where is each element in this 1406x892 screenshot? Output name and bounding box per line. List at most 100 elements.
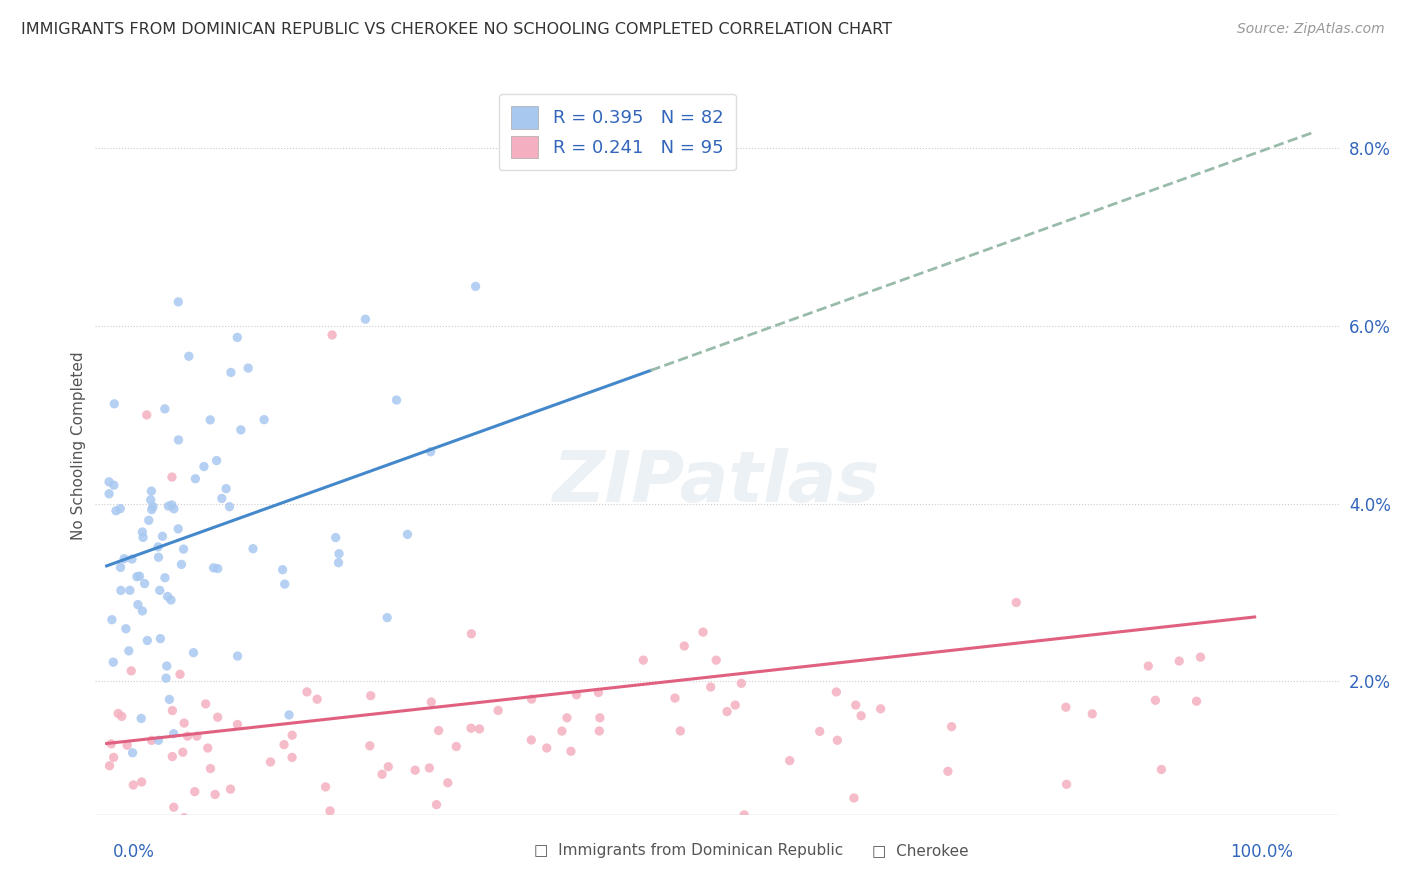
Point [419, 444, 441, 458]
Point [163, 501, 186, 516]
Text: □  Immigrants from Dominican Republic: □ Immigrants from Dominican Republic [534, 843, 844, 858]
Point [141, 484, 163, 499]
Point [156, 659, 179, 673]
Point [420, 695, 443, 709]
Point [197, 741, 219, 756]
Point [111, 709, 134, 723]
Point [183, 646, 205, 660]
Point [253, 412, 276, 426]
Point [115, 738, 138, 752]
Point [229, 423, 252, 437]
Point [271, 563, 294, 577]
Point [242, 541, 264, 556]
Point [588, 723, 610, 738]
Point [520, 733, 543, 747]
Point [160, 593, 183, 607]
Point [551, 724, 574, 739]
Point [673, 639, 696, 653]
Point [129, 711, 152, 725]
Point [359, 739, 381, 753]
Point [211, 491, 233, 506]
Point [98, 475, 121, 489]
Point [436, 776, 458, 790]
Point [132, 530, 155, 544]
Point [226, 330, 249, 344]
Point [101, 613, 124, 627]
Point [131, 604, 153, 618]
Text: 100.0%: 100.0% [1230, 843, 1294, 861]
Point [131, 775, 153, 789]
Point [404, 763, 426, 777]
Point [941, 720, 963, 734]
Point [207, 710, 229, 724]
Point [827, 733, 849, 747]
Point [315, 780, 337, 794]
Point [115, 622, 138, 636]
Point [157, 499, 180, 513]
Point [460, 721, 482, 735]
Point [468, 722, 491, 736]
Point [589, 711, 612, 725]
Text: ZIPatlas: ZIPatlas [553, 449, 880, 517]
Point [135, 408, 157, 422]
Point [163, 800, 186, 814]
Point [207, 561, 229, 575]
Point [692, 625, 714, 640]
Point [141, 733, 163, 747]
Point [98, 487, 121, 501]
Point [1056, 777, 1078, 791]
Point [281, 728, 304, 742]
Point [125, 569, 148, 583]
Point [425, 797, 447, 812]
Point [215, 482, 238, 496]
Text: 0.0%: 0.0% [112, 843, 155, 861]
Point [360, 689, 382, 703]
Point [560, 744, 582, 758]
Point [153, 571, 176, 585]
Point [177, 349, 200, 363]
Point [172, 745, 194, 759]
Point [278, 708, 301, 723]
Point [156, 590, 179, 604]
Point [1189, 650, 1212, 665]
Point [148, 733, 170, 747]
Point [139, 492, 162, 507]
Point [520, 692, 543, 706]
Point [193, 459, 215, 474]
Point [1081, 706, 1104, 721]
Point [103, 655, 125, 669]
Point [120, 664, 142, 678]
Point [141, 502, 163, 516]
Point [845, 698, 868, 712]
Point [325, 531, 347, 545]
Point [107, 706, 129, 721]
Point [103, 750, 125, 764]
Point [134, 576, 156, 591]
Point [565, 688, 588, 702]
Point [176, 729, 198, 743]
Point [122, 778, 145, 792]
Point [149, 583, 172, 598]
Point [173, 542, 195, 557]
Y-axis label: No Schooling Completed: No Schooling Completed [72, 351, 86, 541]
Point [110, 583, 132, 598]
Point [149, 632, 172, 646]
Point [152, 529, 174, 543]
Point [1137, 659, 1160, 673]
Point [131, 524, 153, 539]
Point [724, 698, 747, 712]
Point [146, 540, 169, 554]
Point [98, 758, 121, 772]
Text: Source: ZipAtlas.com: Source: ZipAtlas.com [1237, 22, 1385, 37]
Point [226, 717, 249, 731]
Point [779, 754, 801, 768]
Point [274, 577, 297, 591]
Point [121, 552, 143, 566]
Point [396, 527, 419, 541]
Point [633, 653, 655, 667]
Point [226, 649, 249, 664]
Point [307, 692, 329, 706]
Point [112, 551, 135, 566]
Point [1185, 694, 1208, 708]
Point [536, 741, 558, 756]
